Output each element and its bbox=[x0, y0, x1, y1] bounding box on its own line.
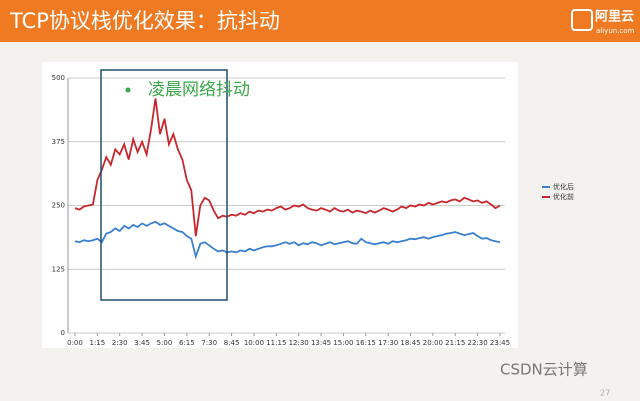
x-tick-label: 10:00 bbox=[244, 339, 264, 347]
x-tick-label: 21:15 bbox=[445, 339, 465, 347]
logo-icon bbox=[571, 9, 593, 31]
x-tick-label: 1:15 bbox=[90, 339, 106, 347]
x-tick-label: 8:45 bbox=[224, 339, 240, 347]
x-tick-label: 17:30 bbox=[378, 339, 398, 347]
x-tick-label: 18:45 bbox=[400, 339, 420, 347]
annotation-box bbox=[100, 69, 228, 301]
annotation-bullet bbox=[125, 87, 131, 93]
x-tick-label: 20:00 bbox=[423, 339, 443, 347]
x-tick-label: 5:00 bbox=[157, 339, 173, 347]
legend-label: 优化前 bbox=[553, 192, 574, 201]
header-bar bbox=[0, 0, 640, 42]
watermark: CSDN云计算 bbox=[500, 361, 588, 379]
x-tick-label: 11:15 bbox=[266, 339, 286, 347]
logo-text: 阿里云 bbox=[595, 10, 634, 25]
x-tick-label: 12:30 bbox=[289, 339, 309, 347]
legend-label: 优化后 bbox=[553, 182, 574, 191]
x-tick-label: 15:00 bbox=[333, 339, 353, 347]
x-tick-label: 6:15 bbox=[179, 339, 195, 347]
y-tick-label: 125 bbox=[52, 265, 65, 273]
x-tick-label: 0:00 bbox=[67, 339, 83, 347]
chart-panel bbox=[42, 62, 518, 348]
logo-sub: aliyun.com bbox=[596, 27, 635, 35]
series-line bbox=[74, 98, 501, 237]
series-line bbox=[74, 220, 501, 260]
y-tick-label: 250 bbox=[52, 202, 65, 210]
y-tick-label: 500 bbox=[52, 74, 65, 82]
y-tick-label: 375 bbox=[52, 138, 65, 146]
x-tick-label: 16:15 bbox=[356, 339, 376, 347]
annotation: 凌晨网络抖动 bbox=[148, 80, 250, 100]
y-tick-label: 0 bbox=[61, 329, 65, 337]
x-tick-label: 2:30 bbox=[112, 339, 128, 347]
x-tick-label: 3:45 bbox=[134, 339, 150, 347]
page-number: 27 bbox=[600, 389, 610, 398]
slide-title: TCP协议栈优化效果：抗抖动 bbox=[9, 9, 280, 33]
x-tick-label: 7:30 bbox=[201, 339, 217, 347]
x-tick-label: 22:30 bbox=[468, 339, 488, 347]
x-tick-label: 23:45 bbox=[490, 339, 510, 347]
x-tick-label: 13:45 bbox=[311, 339, 331, 347]
